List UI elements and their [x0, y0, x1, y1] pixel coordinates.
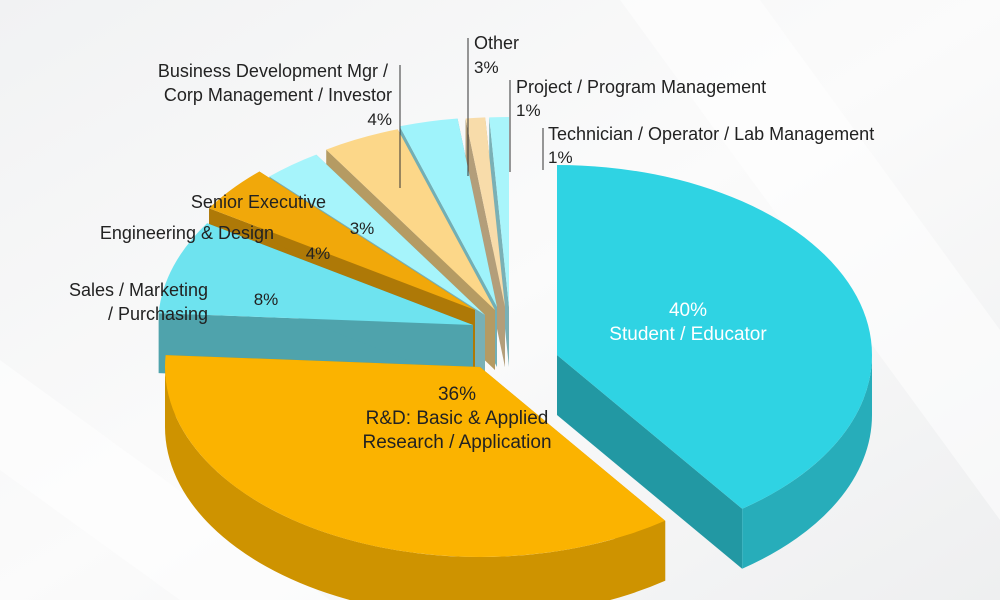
- pie-slice-1-side-0: [165, 367, 666, 600]
- sales-line1-label: Sales / Marketing: [69, 280, 208, 300]
- other-name-label: Other: [474, 33, 519, 53]
- pie-slice-4-top: [269, 154, 485, 315]
- pie-slice-6-top: [399, 118, 497, 308]
- pie-slices: [158, 117, 873, 600]
- rd-line2-label: Research / Application: [362, 432, 551, 453]
- pie-slice-5-top: [326, 129, 495, 310]
- bizdev-pct-label: 4%: [367, 110, 392, 129]
- student-pct-label: 40%: [669, 300, 707, 321]
- engineering-pct-label: 4%: [306, 244, 331, 263]
- rd-pct-label: 36%: [438, 384, 476, 405]
- other-pct-label: 3%: [474, 58, 499, 77]
- pie-slice-0-wall-1: [557, 355, 743, 569]
- technician-pct-label: 1%: [548, 148, 573, 167]
- pie-slice-1-top: [165, 355, 666, 558]
- sales-pct-label: 8%: [254, 290, 279, 309]
- senior-name-label: Senior Executive: [191, 192, 326, 212]
- pie-slice-3-top: [209, 171, 476, 310]
- bizdev-line2-label: Corp Management / Investor: [164, 85, 392, 105]
- pie-slice-8-top: [489, 117, 509, 307]
- pie-slice-1: [165, 355, 666, 600]
- project-name-label: Project / Program Management: [516, 77, 766, 97]
- leader-lines: [399, 38, 544, 188]
- pie-slice-0-top: [557, 165, 873, 509]
- student-name-label: Student / Educator: [609, 324, 767, 345]
- pie-slice-2-top: [158, 223, 473, 325]
- pie-slice-0: [557, 165, 873, 569]
- senior-pct-label: 3%: [350, 219, 375, 238]
- pie-slice-7-top: [465, 117, 505, 307]
- project-pct-label: 1%: [516, 101, 541, 120]
- technician-name-label: Technician / Operator / Lab Management: [548, 124, 874, 144]
- engineering-name-label: Engineering & Design: [100, 223, 274, 243]
- pie-slice-0-side-0: [742, 355, 872, 569]
- bizdev-line1-label: Business Development Mgr /: [158, 61, 388, 81]
- sales-line2-label: / Purchasing: [108, 304, 208, 324]
- rd-line1-label: R&D: Basic & Applied: [366, 408, 549, 429]
